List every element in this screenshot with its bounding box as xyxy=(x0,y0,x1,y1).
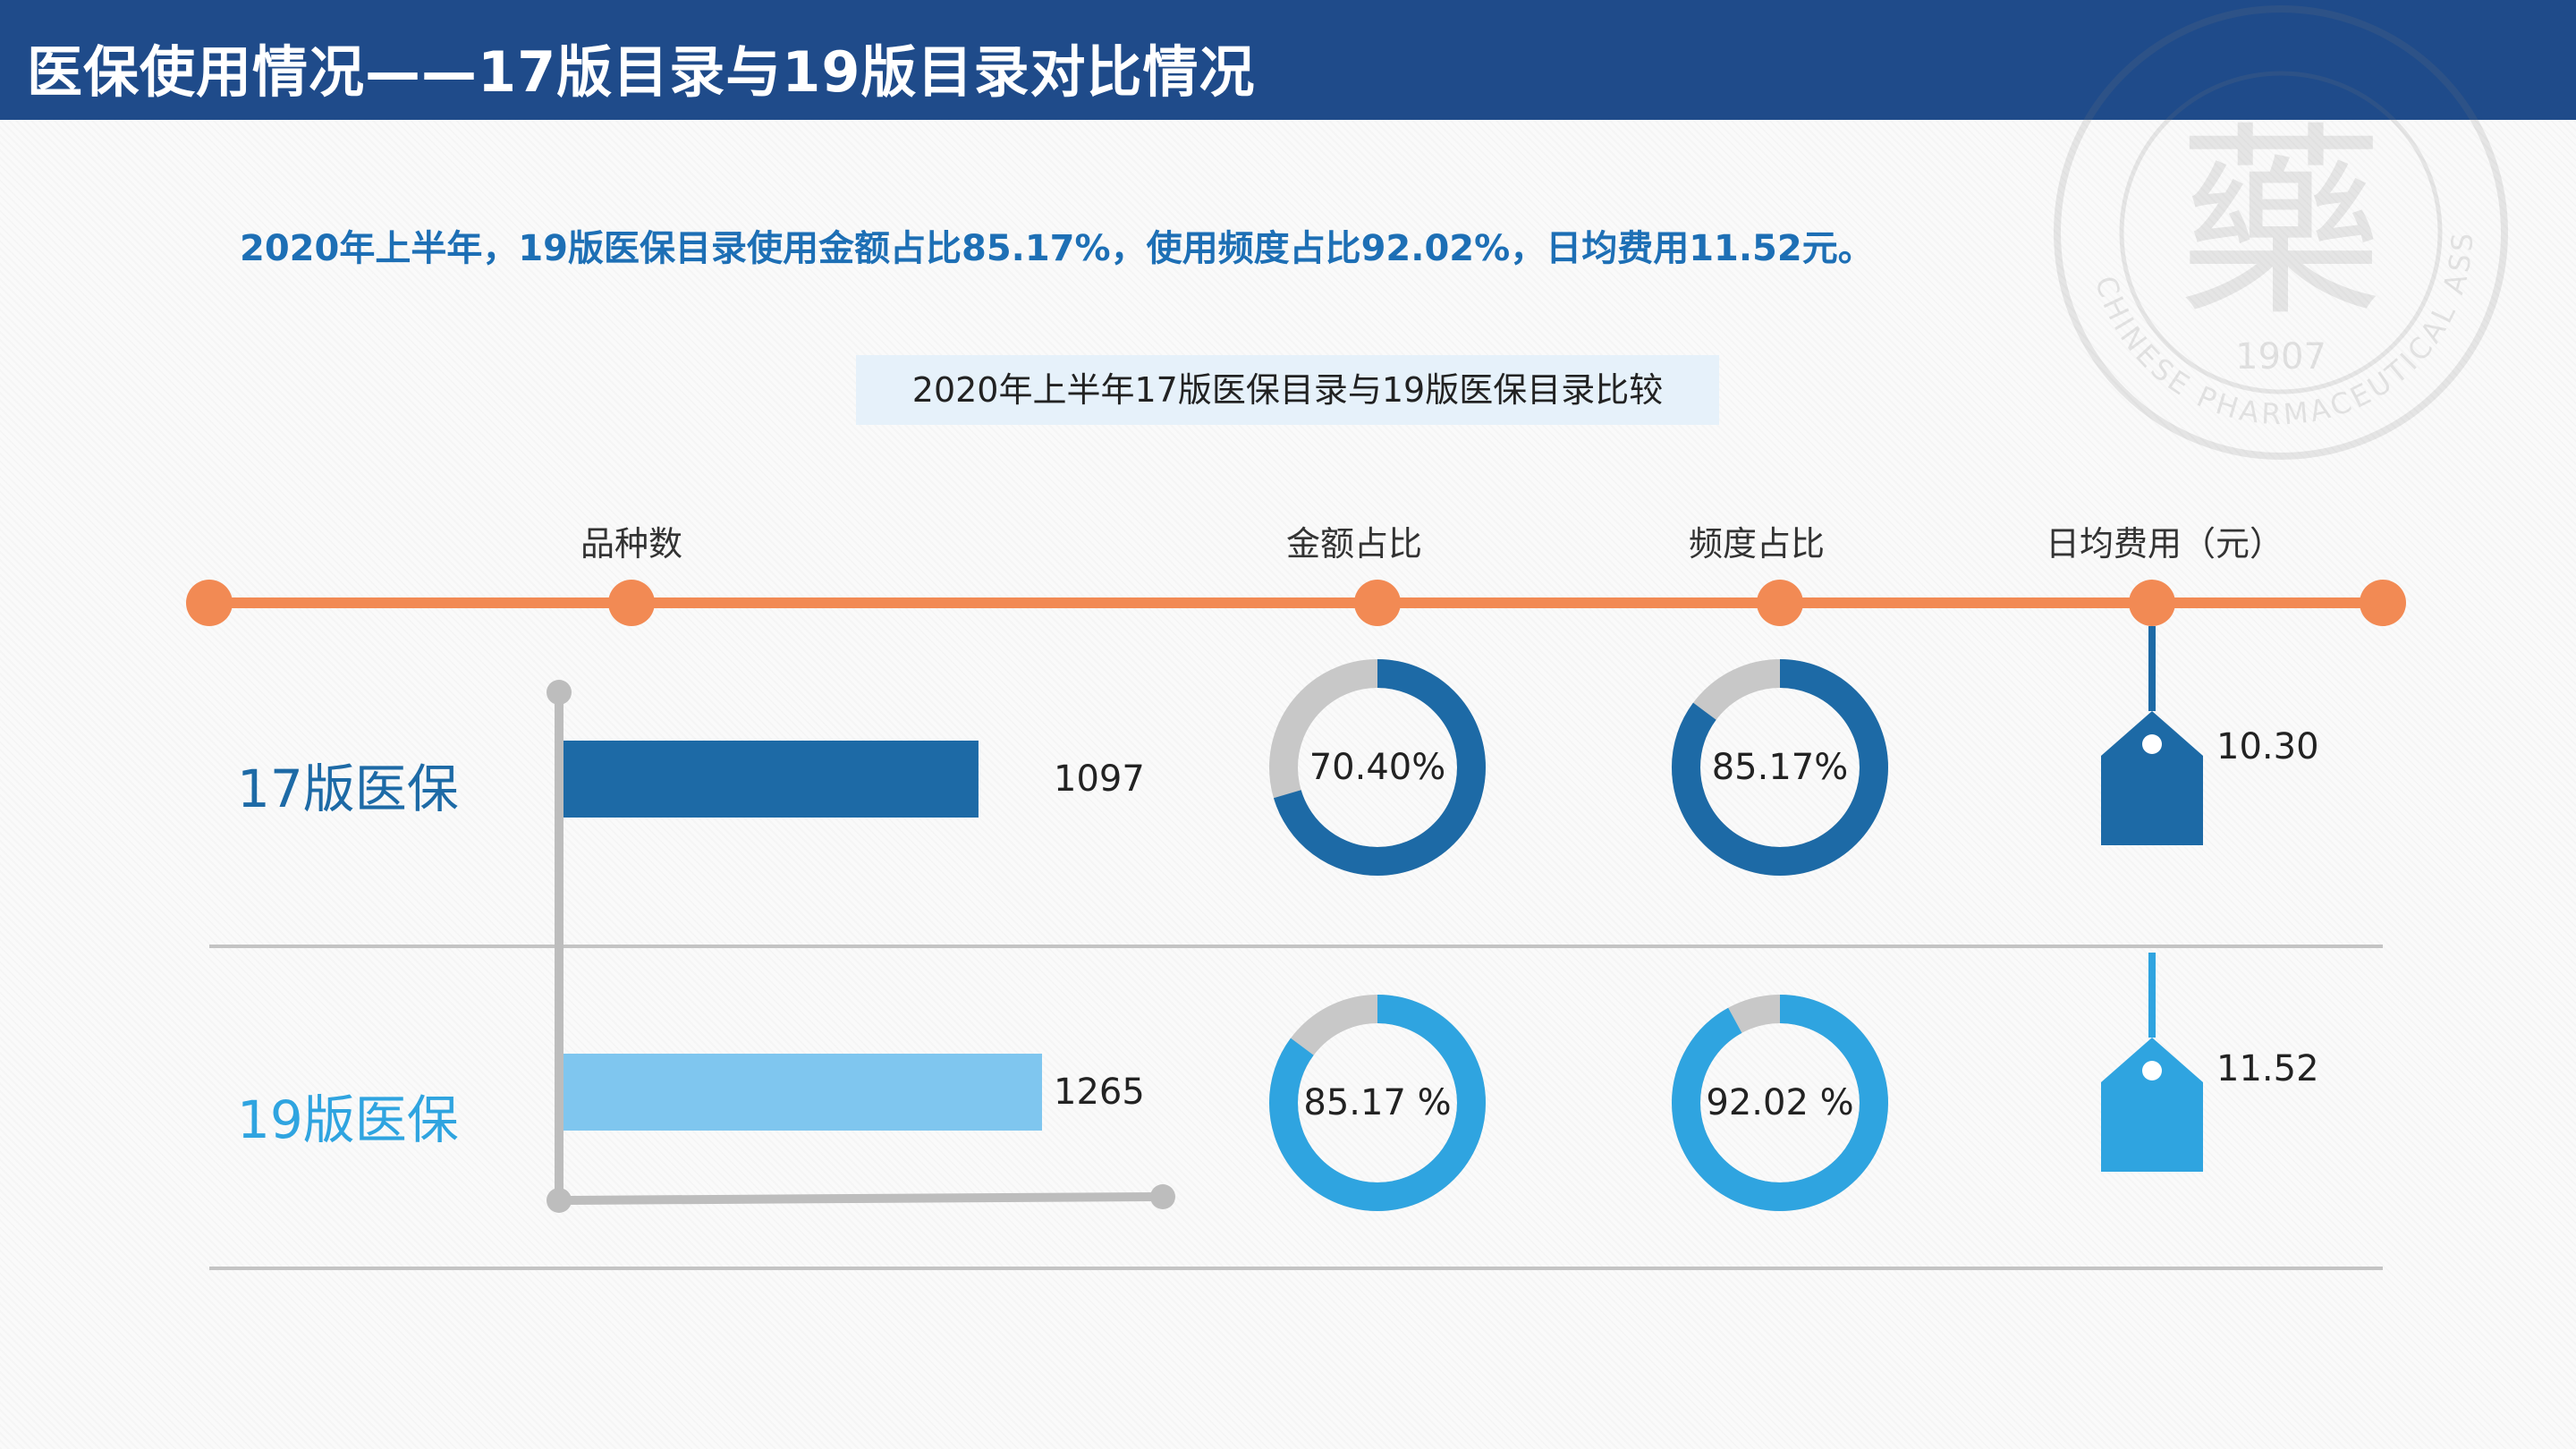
price-tag-icon-17 xyxy=(2101,711,2203,845)
price-tag-icon-19 xyxy=(2101,1038,2203,1172)
bar-axis-cap-top xyxy=(547,680,572,705)
timeline-dot-amount xyxy=(1354,580,1401,626)
summary-text: 2020年上半年，19版医保目录使用金额占比85.17%，使用频度占比92.02… xyxy=(240,228,1874,269)
donut-label-frequency-19: 92.02 % xyxy=(1706,1082,1854,1123)
col-label-variety: 品种数 xyxy=(580,524,683,564)
donut-arc-frequency-17 xyxy=(1672,659,1888,876)
chart-title-box: 2020年上半年17版医保目录与19版医保目录比较 xyxy=(856,355,1719,425)
bar-axis-cap-corner xyxy=(547,1188,572,1213)
tag-value-19: 11.52 xyxy=(2216,1048,2319,1089)
col-label-frequency: 频度占比 xyxy=(1688,524,1826,564)
seal-character: 藥 xyxy=(2178,106,2384,344)
header-bar: 医保使用情况——17版目录与19版目录对比情况 xyxy=(0,0,2576,120)
bar-variety-17 xyxy=(564,741,979,818)
col-label-daily-cost: 日均费用（元） xyxy=(2045,524,2284,564)
donut-amount-19: 85.17 % xyxy=(1266,991,1489,1215)
bar-value-17: 1097 xyxy=(1054,758,1145,800)
tag-hole-19 xyxy=(2142,1061,2162,1080)
tag-value-17: 10.30 xyxy=(2216,726,2319,767)
donut-arc-amount-17 xyxy=(1269,659,1486,876)
bar-axis-horizontal xyxy=(555,1192,1167,1205)
timeline-dot-end xyxy=(2360,580,2406,626)
bar-axis-cap-end xyxy=(1150,1184,1175,1209)
donut-arc-amount-19 xyxy=(1269,995,1486,1211)
row-label-19: 19版医保 xyxy=(237,1089,459,1150)
donut-frequency-17: 85.17% xyxy=(1668,656,1892,879)
seal-outer-ring xyxy=(2054,5,2508,460)
page-title: 医保使用情况——17版目录与19版目录对比情况 xyxy=(27,39,1256,105)
timeline-dot-start xyxy=(186,580,233,626)
col-label-amount: 金额占比 xyxy=(1285,524,1423,564)
timeline-dot-variety xyxy=(608,580,655,626)
row-label-17: 17版医保 xyxy=(237,758,459,819)
donut-arc-frequency-19 xyxy=(1672,995,1888,1211)
timeline-dot-frequency xyxy=(1757,580,1803,626)
bar-variety-19 xyxy=(564,1054,1042,1131)
donut-frequency-19: 92.02 % xyxy=(1668,991,1892,1215)
tag-hole-17 xyxy=(2142,734,2162,754)
timeline-dot-daily-cost xyxy=(2129,580,2175,626)
donut-label-amount-19: 85.17 % xyxy=(1303,1082,1452,1123)
chart-title: 2020年上半年17版医保目录与19版医保目录比较 xyxy=(911,370,1664,410)
donut-label-amount-17: 70.40% xyxy=(1309,747,1446,788)
donut-label-frequency-17: 85.17% xyxy=(1711,747,1849,788)
donut-amount-17: 70.40% xyxy=(1266,656,1489,879)
bar-value-19: 1265 xyxy=(1054,1072,1145,1113)
seal-inner-ring xyxy=(2119,71,2443,394)
seal-year: 1907 xyxy=(2235,336,2326,377)
